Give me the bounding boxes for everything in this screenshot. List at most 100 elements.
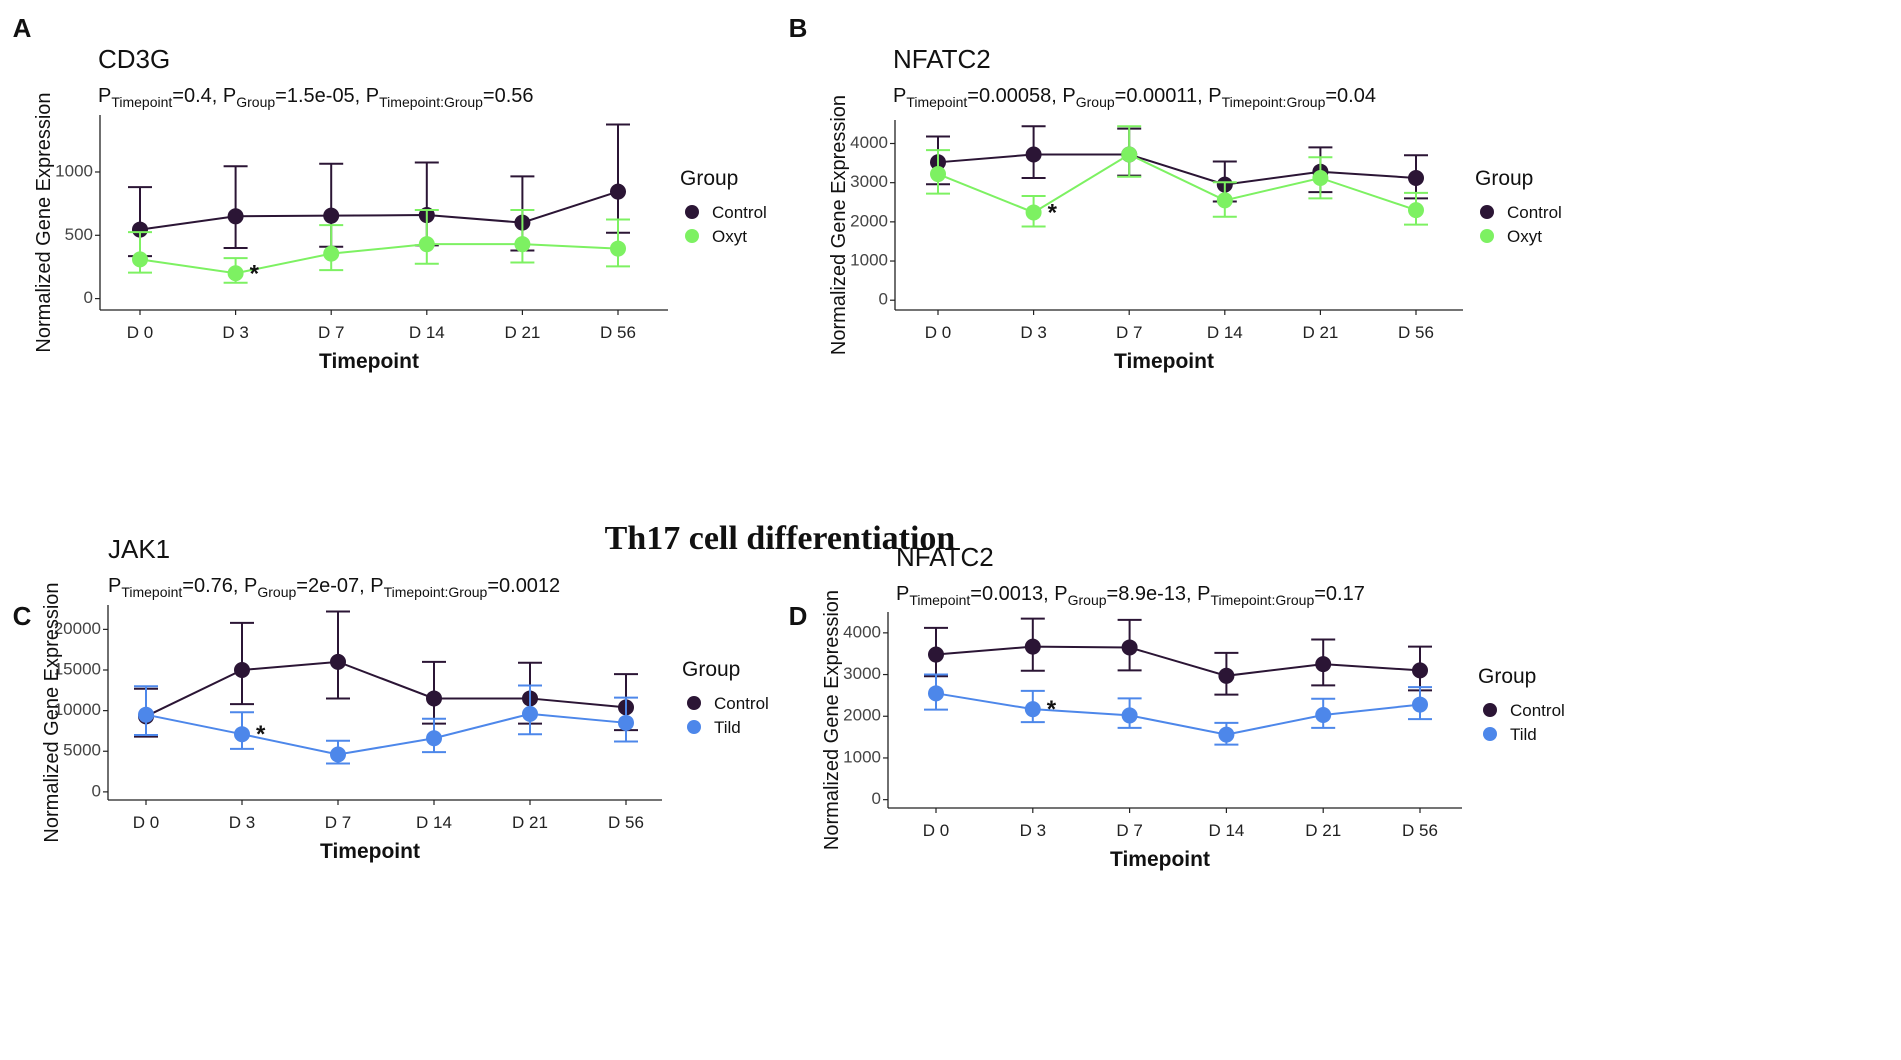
- data-point: [132, 221, 148, 238]
- data-point: [1218, 667, 1235, 684]
- series-line: [145, 660, 627, 718]
- series-line: [139, 243, 619, 275]
- x-axis-label: Timepoint: [320, 840, 420, 863]
- legend-label: Control: [712, 203, 767, 222]
- data-point: [1121, 146, 1138, 163]
- y-tick-label: 0: [872, 789, 881, 808]
- panel-letter: A: [13, 13, 32, 43]
- y-tick-label: 1000: [843, 747, 881, 766]
- pvalue-sub: Timepoint: [121, 584, 182, 600]
- data-point: [928, 685, 944, 702]
- series-control: [924, 617, 1432, 696]
- pvalue-value: =0.00011,: [1115, 85, 1209, 107]
- pvalue-value: =0.17: [1314, 583, 1365, 605]
- significance-marker: *: [250, 260, 260, 287]
- data-point: [227, 208, 244, 225]
- data-point: [234, 726, 250, 743]
- legend-marker: [685, 205, 699, 219]
- data-point: [323, 245, 340, 262]
- pvalue-sub: Group: [1068, 592, 1107, 608]
- data-point: [618, 714, 634, 731]
- data-point: [330, 746, 346, 763]
- pvalue-line: PTimepoint=0.76, PGroup=2e-07, PTimepoin…: [108, 575, 560, 600]
- data-point: [1312, 169, 1329, 186]
- x-tick-label: D 7: [325, 813, 351, 832]
- data-point: [930, 166, 946, 183]
- y-tick-label: 1000: [55, 161, 93, 180]
- y-tick-label: 4000: [843, 622, 881, 641]
- data-point: [138, 706, 154, 723]
- series-line: [145, 712, 627, 756]
- pvalue-p: P: [98, 85, 111, 107]
- legend-title: Group: [680, 167, 738, 190]
- data-point: [610, 183, 626, 200]
- series-oxyt: [128, 208, 630, 284]
- data-point: [227, 265, 244, 282]
- data-point: [1408, 169, 1424, 186]
- data-point: [330, 653, 346, 670]
- x-tick-label: D 21: [512, 813, 548, 832]
- pvalue-value: =0.0013,: [970, 583, 1054, 605]
- panel-letter: D: [789, 601, 808, 631]
- legend-label: Oxyt: [712, 227, 747, 246]
- chart-title: JAK1: [108, 534, 170, 564]
- y-tick-label: 3000: [843, 664, 881, 683]
- pvalue-sub: Timepoint:Group: [384, 584, 488, 600]
- series-tild: [924, 673, 1432, 746]
- x-tick-label: D 14: [416, 813, 452, 832]
- data-point: [1315, 656, 1332, 673]
- x-tick-label: D 56: [600, 323, 636, 342]
- x-tick-label: D 7: [318, 323, 344, 342]
- pvalue-sub: Timepoint: [909, 592, 970, 608]
- y-tick-label: 3000: [850, 172, 888, 191]
- data-point: [522, 705, 538, 722]
- x-tick-label: D 7: [1116, 821, 1142, 840]
- y-tick-label: 0: [84, 288, 93, 307]
- series-line: [139, 190, 619, 231]
- x-tick-label: D 56: [1402, 821, 1438, 840]
- legend-label: Oxyt: [1507, 227, 1542, 246]
- panel-letter: C: [13, 601, 32, 631]
- pvalue-p: P: [366, 85, 379, 107]
- legend-label: Control: [714, 694, 769, 713]
- data-point: [1412, 696, 1428, 713]
- y-axis-label: Normalized Gene Expression: [821, 590, 843, 850]
- significance-marker: *: [256, 721, 266, 748]
- pvalue-sub: Timepoint:Group: [1222, 94, 1326, 110]
- data-point: [1412, 662, 1428, 679]
- pvalue-p: P: [893, 85, 906, 107]
- pvalue-sub: Timepoint: [111, 94, 172, 110]
- y-axis-label: Normalized Gene Expression: [41, 582, 63, 842]
- legend-marker: [1483, 703, 1497, 717]
- y-tick-label: 15000: [54, 659, 101, 678]
- data-point: [1024, 701, 1041, 718]
- data-point: [928, 646, 944, 663]
- pvalue-p: P: [108, 575, 121, 597]
- series-tild: [134, 684, 638, 765]
- chart-title: CD3G: [98, 44, 170, 74]
- x-tick-label: D 56: [1398, 323, 1434, 342]
- series-control: [128, 123, 630, 258]
- pvalue-value: =1.5e-05,: [275, 85, 366, 107]
- series-line: [937, 153, 1417, 186]
- y-tick-label: 2000: [850, 211, 888, 230]
- pvalue-value: =0.56: [483, 85, 534, 107]
- x-tick-label: D 21: [1302, 323, 1338, 342]
- data-point: [234, 662, 250, 678]
- data-point: [1315, 707, 1332, 724]
- y-axis-label: Normalized Gene Expression: [828, 95, 850, 355]
- pvalue-value: =8.9e-13,: [1107, 583, 1198, 605]
- x-tick-label: D 14: [1207, 323, 1243, 342]
- pvalue-value: =0.4,: [172, 85, 223, 107]
- data-point: [610, 240, 626, 257]
- x-tick-label: D 7: [1116, 323, 1142, 342]
- data-point: [132, 251, 148, 268]
- pvalue-value: =0.76,: [182, 575, 244, 597]
- x-tick-label: D 21: [504, 323, 540, 342]
- series-line: [935, 645, 1421, 677]
- y-tick-label: 0: [879, 290, 888, 309]
- section-title: Th17 cell differentiation: [604, 520, 956, 557]
- pvalue-value: =2e-07,: [296, 575, 370, 597]
